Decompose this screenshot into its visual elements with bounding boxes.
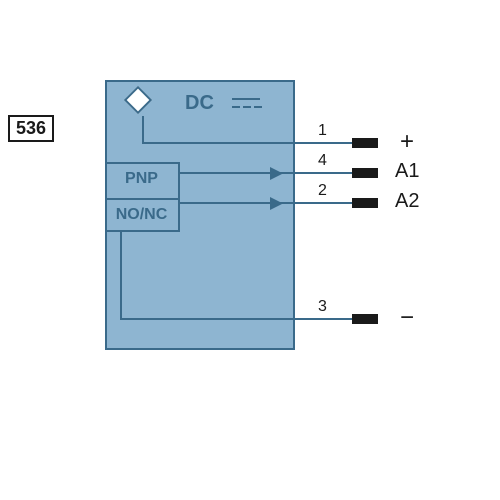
dc-label: DC — [185, 92, 214, 115]
pin-number-4: 4 — [318, 152, 327, 170]
reference-number-box: 536 — [8, 115, 54, 142]
wire-pin-2 — [180, 202, 352, 204]
output-type-pnp: PNP — [105, 170, 178, 188]
terminal-label-4: A1 — [395, 160, 419, 183]
arrow-icon — [270, 197, 283, 210]
terminal-pin-3 — [352, 314, 378, 324]
wire-pin-4 — [180, 172, 352, 174]
terminal-pin-1 — [352, 138, 378, 148]
dc-symbol-dashes — [232, 106, 262, 108]
internal-wire-v1 — [142, 116, 144, 142]
output-type-nonc: NO/NC — [105, 206, 178, 224]
internal-wire-v2 — [120, 232, 122, 318]
output-type-box: PNP NO/NC — [105, 162, 180, 232]
output-type-divider — [105, 198, 178, 200]
terminal-label-2: A2 — [395, 190, 419, 213]
pin-number-1: 1 — [318, 122, 327, 140]
pin-number-2: 2 — [318, 182, 327, 200]
pin-number-3: 3 — [318, 298, 327, 316]
terminal-label-3: − — [400, 304, 414, 332]
terminal-pin-2 — [352, 198, 378, 208]
wire-pin-1 — [142, 142, 352, 144]
dc-symbol-solid — [232, 98, 260, 100]
wire-pin-3 — [120, 318, 352, 320]
terminal-pin-4 — [352, 168, 378, 178]
arrow-icon — [270, 167, 283, 180]
reference-number: 536 — [16, 118, 46, 138]
terminal-label-1: + — [400, 128, 414, 156]
